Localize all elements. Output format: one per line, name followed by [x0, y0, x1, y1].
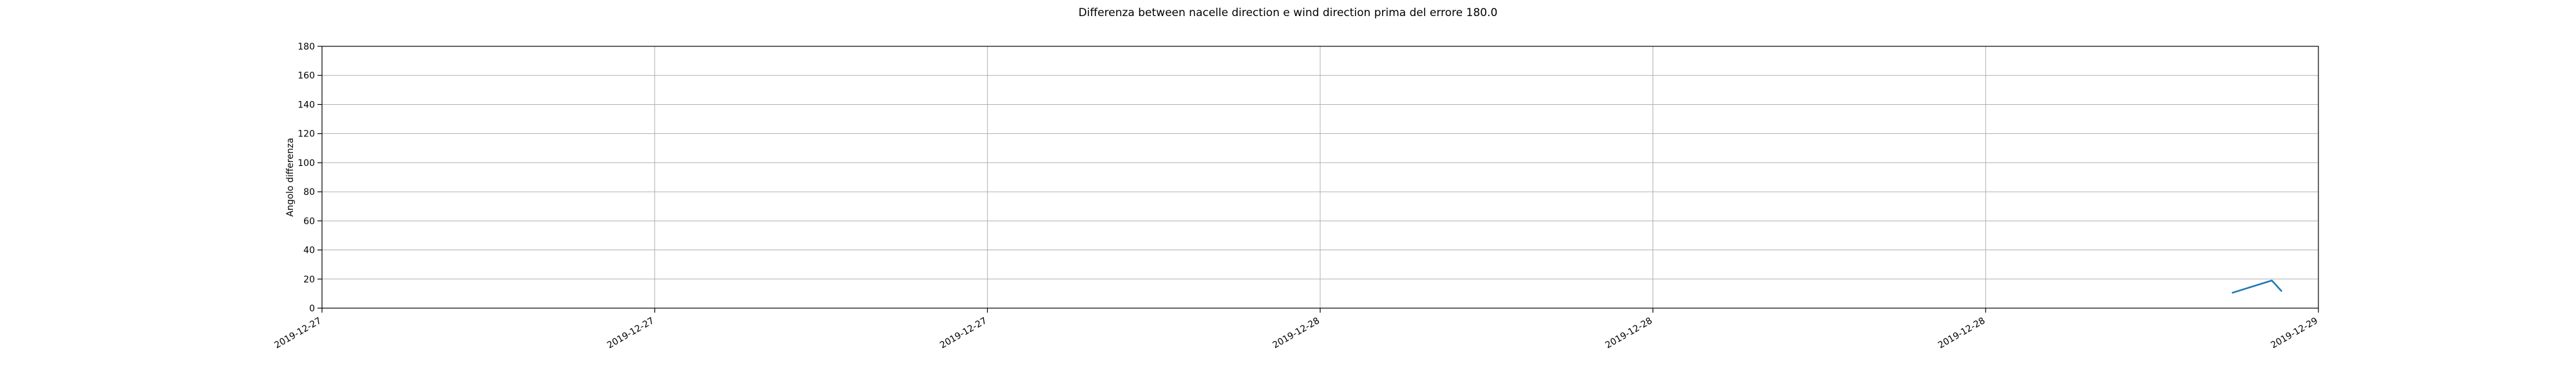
- x-tick-label: 2019-12-29: [2269, 316, 2320, 351]
- y-tick-label: 100: [298, 158, 315, 169]
- x-tick-label: 2019-12-28: [1271, 316, 1321, 351]
- y-tick-label: 0: [309, 304, 315, 314]
- y-tick-label: 180: [298, 42, 315, 52]
- x-tick-label: 2019-12-27: [273, 316, 323, 351]
- x-axis: 2019-12-27 2019-12-27 2019-12-27 2019-12-28…: [273, 308, 2320, 351]
- y-axis-label: Angolo differenza: [285, 138, 296, 217]
- chart-title: Differenza between nacelle direction e w…: [1079, 6, 1498, 19]
- y-tick-label: 60: [303, 216, 315, 226]
- y-tick-label: 40: [303, 246, 315, 256]
- y-tick-label: 80: [303, 187, 315, 198]
- x-tick-label: 2019-12-28: [1604, 316, 1654, 351]
- x-tick-label: 2019-12-27: [605, 316, 656, 351]
- y-tick-label: 140: [298, 100, 315, 110]
- plot-lines: [2231, 279, 2283, 294]
- grid: [321, 46, 2319, 309]
- y-axis: 0 20 40 60 80 100 120 140 160 180: [298, 42, 322, 314]
- y-tick-label: 160: [298, 71, 315, 81]
- x-tick-label: 2019-12-28: [1937, 316, 1987, 351]
- series-line: [2231, 279, 2283, 294]
- y-tick-label: 120: [298, 129, 315, 140]
- y-tick-label: 20: [303, 275, 315, 285]
- x-tick-label: 2019-12-27: [938, 316, 989, 351]
